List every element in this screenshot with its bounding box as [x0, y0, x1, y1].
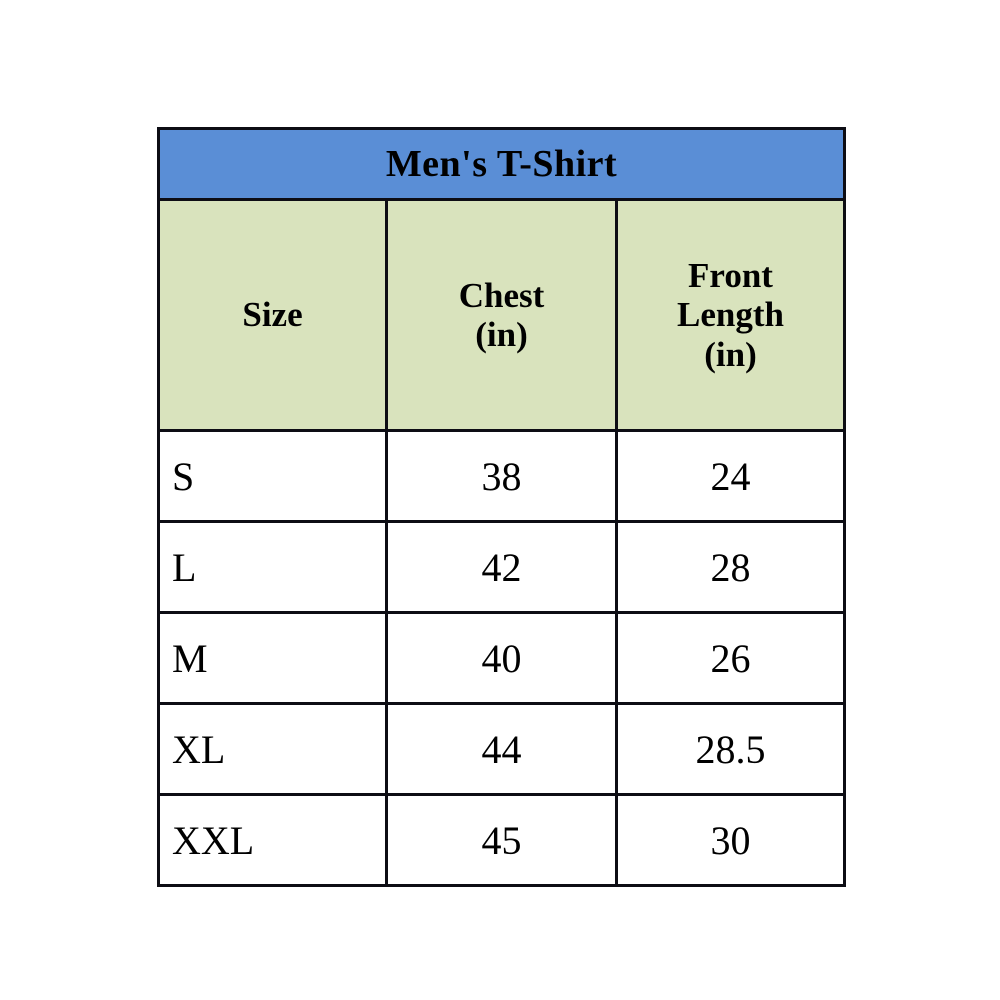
table-row: M 40 26: [157, 611, 847, 705]
chart-title: Men's T-Shirt: [156, 127, 847, 201]
column-header-size: Size: [157, 198, 388, 432]
cell-front-length: 28.5: [614, 702, 847, 796]
cell-front-length: 28: [614, 520, 847, 614]
column-header-front-length-line-1: Front: [688, 256, 773, 296]
cell-chest: 45: [385, 793, 618, 887]
column-header-front-length-line-2: Length: [677, 295, 784, 335]
cell-front-length: 26: [614, 611, 847, 705]
column-header-size-line-1: Size: [242, 295, 303, 335]
cell-chest: 40: [385, 611, 618, 705]
cell-size: M: [157, 611, 388, 705]
column-header-front-length: Front Length (in): [614, 198, 847, 432]
cell-size: XL: [157, 702, 388, 796]
cell-size: S: [157, 429, 388, 523]
cell-front-length: 24: [614, 429, 847, 523]
table-row: L 42 28: [157, 520, 847, 614]
size-chart-header: Men's T-Shirt Size Chest (in) Front Leng…: [156, 127, 847, 432]
column-header-chest: Chest (in): [385, 198, 618, 432]
size-chart-body: S 38 24 L 42 28 M 40 26 XL 44 28.5 XXL 4: [157, 429, 847, 887]
cell-size: L: [157, 520, 388, 614]
table-row: XL 44 28.5: [157, 702, 847, 796]
cell-chest: 42: [385, 520, 618, 614]
chart-title-row: Men's T-Shirt: [156, 127, 847, 201]
column-header-chest-line-1: Chest: [458, 275, 545, 315]
table-row: XXL 45 30: [157, 793, 847, 887]
cell-front-length: 30: [614, 793, 847, 887]
size-chart-table: Men's T-Shirt Size Chest (in) Front Leng…: [156, 127, 847, 887]
cell-chest: 44: [385, 702, 618, 796]
cell-chest: 38: [385, 429, 618, 523]
cell-size: XXL: [157, 793, 388, 887]
column-header-chest-line-2: (in): [475, 315, 528, 354]
table-row: S 38 24: [157, 429, 847, 523]
column-header-front-length-line-3: (in): [704, 334, 757, 374]
chart-column-header-row: Size Chest (in) Front Length (in): [157, 198, 847, 432]
